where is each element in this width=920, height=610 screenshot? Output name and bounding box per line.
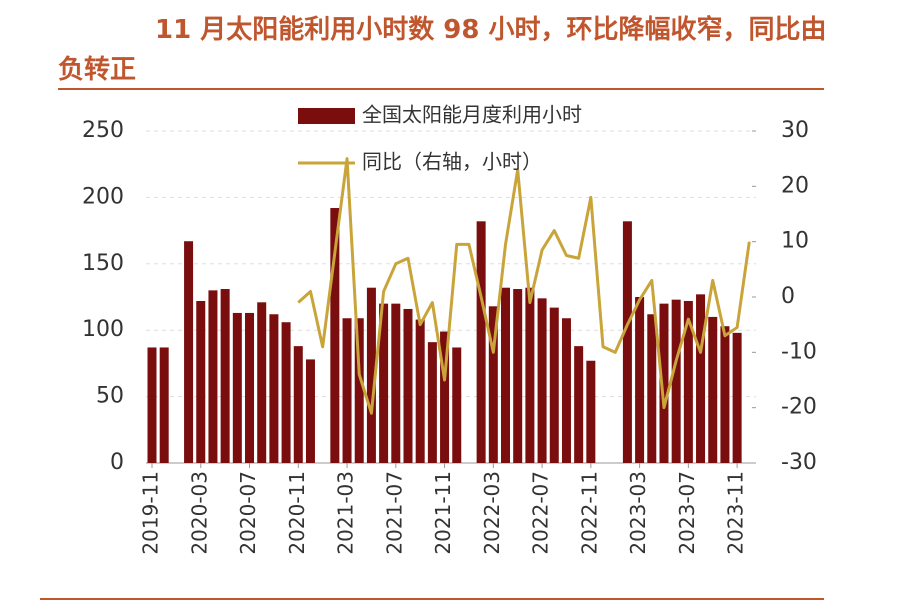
y2-tick-label: -10 <box>781 339 817 364</box>
bar <box>147 347 157 463</box>
bar <box>366 287 376 463</box>
bar <box>354 318 364 463</box>
bar <box>269 314 279 463</box>
bar <box>513 289 523 463</box>
bar <box>647 314 657 463</box>
bar <box>184 241 194 463</box>
bar <box>537 298 547 463</box>
y2-tick-label: 0 <box>781 284 795 309</box>
bar <box>342 318 352 463</box>
bar <box>635 297 645 463</box>
bar <box>622 221 632 463</box>
y-tick-label: 150 <box>82 251 124 276</box>
x-tick-label: 2020-07 <box>236 471 260 555</box>
y-tick-label: 50 <box>96 384 124 409</box>
chart-title: 11 月太阳能利用小时数 98 小时，环比降幅收窄，同比由负转正 <box>58 15 827 85</box>
bar <box>549 307 559 463</box>
x-tick-label: 2019-11 <box>139 471 163 555</box>
bar <box>708 316 718 463</box>
y2-tick-label: 20 <box>781 173 809 198</box>
bar <box>440 331 450 463</box>
y-tick-label: 0 <box>110 450 124 475</box>
bar <box>574 346 584 463</box>
bar <box>732 332 742 463</box>
bar <box>391 303 401 463</box>
bar <box>293 346 303 463</box>
x-tick-label: 2020-03 <box>187 471 211 555</box>
x-tick-label: 2023-07 <box>675 471 699 555</box>
bar <box>232 312 242 463</box>
y2-tick-label: -30 <box>781 450 817 475</box>
bar <box>683 300 693 463</box>
bar <box>427 342 437 463</box>
title-rule <box>58 88 824 90</box>
x-tick-label: 2023-03 <box>626 471 650 555</box>
legend-swatch <box>298 108 355 124</box>
bar <box>525 287 535 463</box>
bar <box>159 347 169 463</box>
line <box>297 157 751 415</box>
bar <box>696 294 706 463</box>
x-tick-label: 2020-11 <box>285 471 309 555</box>
y2-tick-label: 30 <box>781 118 809 143</box>
bar <box>330 208 340 463</box>
x-tick-label: 2022-03 <box>480 471 504 555</box>
bar <box>245 312 255 463</box>
bar <box>403 308 413 463</box>
bar <box>720 326 730 463</box>
x-tick-label: 2021-07 <box>382 471 406 555</box>
bar <box>257 302 267 463</box>
y-tick-label: 200 <box>82 184 124 209</box>
x-tick-label: 2021-03 <box>334 471 358 555</box>
bar <box>208 290 218 463</box>
bar <box>281 322 291 463</box>
y-tick-label: 250 <box>82 118 124 143</box>
bar <box>452 347 462 463</box>
x-tick-label: 2023-11 <box>724 471 748 555</box>
bar <box>379 303 389 463</box>
bar <box>561 318 571 463</box>
bar <box>501 287 511 463</box>
bar <box>476 221 486 463</box>
x-tick-label: 2022-07 <box>529 471 553 555</box>
bar <box>196 300 206 463</box>
bar <box>415 319 425 463</box>
bar <box>305 359 315 463</box>
legend-label: 全国太阳能月度利用小时 <box>362 103 582 127</box>
y2-tick-label: 10 <box>781 229 809 254</box>
bar <box>220 289 230 463</box>
x-tick-label: 2022-11 <box>577 471 601 555</box>
bar <box>488 306 498 463</box>
legend-label: 同比（右轴，小时） <box>362 150 542 174</box>
x-tick-label: 2021-11 <box>431 471 455 555</box>
footer-rule <box>40 598 824 600</box>
y2-tick-label: -20 <box>781 395 817 420</box>
bar <box>659 303 669 463</box>
y-tick-label: 100 <box>82 317 124 342</box>
bar <box>586 360 596 463</box>
bar <box>671 299 681 463</box>
